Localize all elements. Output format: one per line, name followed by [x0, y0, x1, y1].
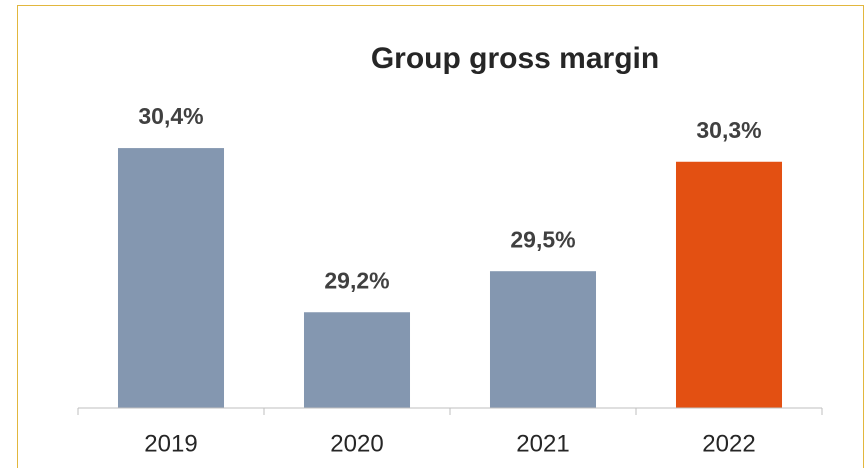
data-label: 30,3% [696, 117, 761, 143]
data-label: 29,2% [324, 267, 389, 293]
bar [117, 148, 225, 408]
x-tick-label: 2020 [330, 430, 383, 457]
bar [303, 312, 411, 408]
bar [489, 271, 597, 408]
x-tick-label: 2019 [144, 430, 197, 457]
x-tick-label: 2022 [702, 430, 755, 457]
data-label: 29,5% [510, 226, 575, 252]
chart-title: Group gross margin [371, 42, 659, 75]
data-label: 30,4% [138, 103, 203, 129]
x-tick-label: 2021 [516, 430, 569, 457]
bar [675, 161, 783, 408]
